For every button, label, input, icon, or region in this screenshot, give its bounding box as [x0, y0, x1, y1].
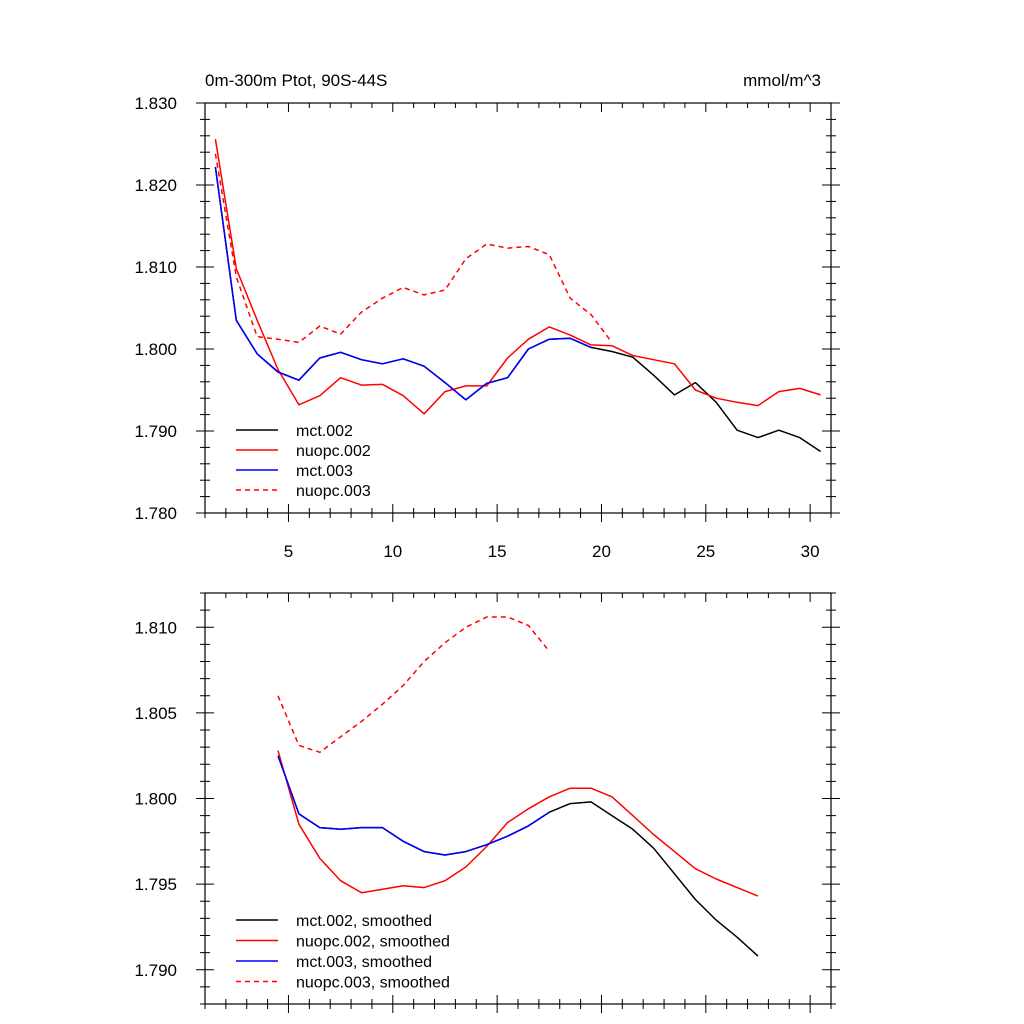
series-line-nuopc-003	[214, 153, 613, 344]
bottom-panel: 1.790 1.795 1.800 1.805 1.810 mct.002, smooth…	[134, 592, 840, 1013]
series-line-mct-003	[214, 166, 592, 401]
legend-label: nuopc.002, smoothed	[296, 934, 450, 951]
series-line-nuopc-002-smoothed	[277, 750, 759, 897]
y-tick-label: 1.820	[134, 176, 177, 195]
top-panel: 5 10 15 20 25 30 1.780 1.790 1.800 1.810 1.820 1.83…	[134, 71, 840, 561]
legend-label: mct.002, smoothed	[296, 913, 432, 930]
units-label: mmol/m^3	[743, 71, 821, 90]
y-tick-label: 1.810	[134, 258, 177, 277]
y-tick-label: 1.810	[134, 618, 177, 637]
chart-title: 0m-300m Ptot, 90S-44S	[205, 71, 387, 90]
y-tick-label: 1.790	[134, 961, 177, 980]
y-tick-label: 1.830	[134, 94, 177, 113]
series-line-nuopc-002	[214, 138, 821, 415]
y-tick-label: 1.790	[134, 422, 177, 441]
y-tick-label: 1.800	[134, 790, 177, 809]
series-line-nuopc-003-smoothed	[277, 616, 550, 754]
legend-label: nuopc.003, smoothed	[296, 975, 450, 992]
x-tick-label: 15	[488, 542, 507, 561]
x-tick-label: 20	[592, 542, 611, 561]
x-tick-label: 5	[284, 542, 293, 561]
y-tick-label: 1.800	[134, 340, 177, 359]
x-tick-label: 10	[383, 542, 402, 561]
y-tick-label: 1.795	[134, 875, 177, 894]
legend-label: mct.002	[296, 423, 353, 440]
legend-label: nuopc.003	[296, 483, 371, 500]
legend-label: mct.003, smoothed	[296, 954, 432, 971]
y-tick-label: 1.805	[134, 704, 177, 723]
series-line-mct-002	[214, 166, 822, 453]
legend-label: mct.003	[296, 463, 353, 480]
x-tick-label: 30	[801, 542, 820, 561]
x-tick-label: 25	[696, 542, 715, 561]
series-line-mct-003-smoothed	[277, 755, 550, 856]
y-tick-label: 1.780	[134, 504, 177, 523]
legend-label: nuopc.002	[296, 443, 371, 460]
